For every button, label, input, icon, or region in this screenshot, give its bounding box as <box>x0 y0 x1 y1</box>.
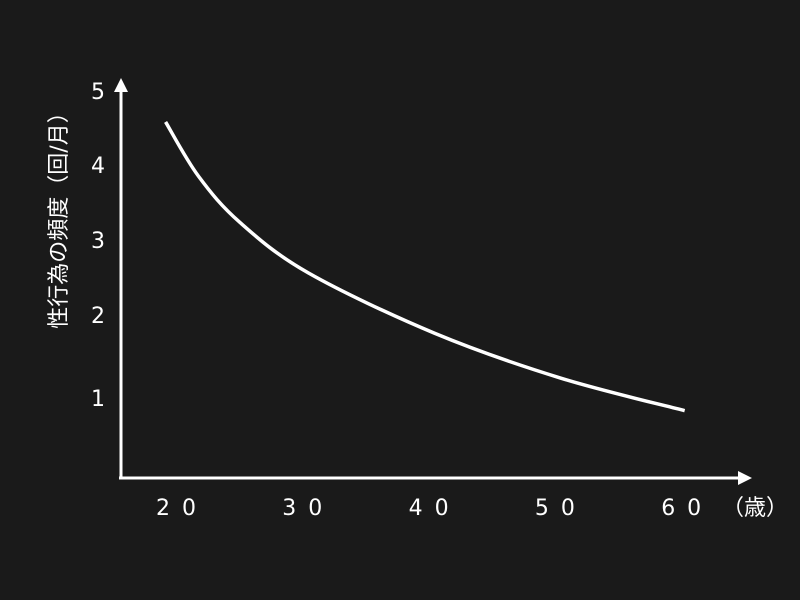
x-tick-label: 40 <box>409 496 461 521</box>
x-axis-arrow <box>738 471 752 485</box>
y-axis-label: 性行為の頻度（回/月） <box>47 101 72 328</box>
series-line <box>164 121 686 413</box>
y-axis-arrow <box>114 78 128 92</box>
x-unit-label: （歳） <box>722 496 788 521</box>
y-tick-label: 1 <box>91 387 105 412</box>
x-tick-label: 20 <box>156 496 208 521</box>
y-tick-label: 4 <box>91 154 105 179</box>
y-tick-label: 5 <box>91 80 105 105</box>
x-tick-label: 50 <box>535 496 587 521</box>
x-tick-label: 30 <box>282 496 334 521</box>
y-tick-label: 2 <box>91 304 105 329</box>
x-tick-label: 60 <box>661 496 713 521</box>
y-tick-label: 3 <box>91 229 105 254</box>
